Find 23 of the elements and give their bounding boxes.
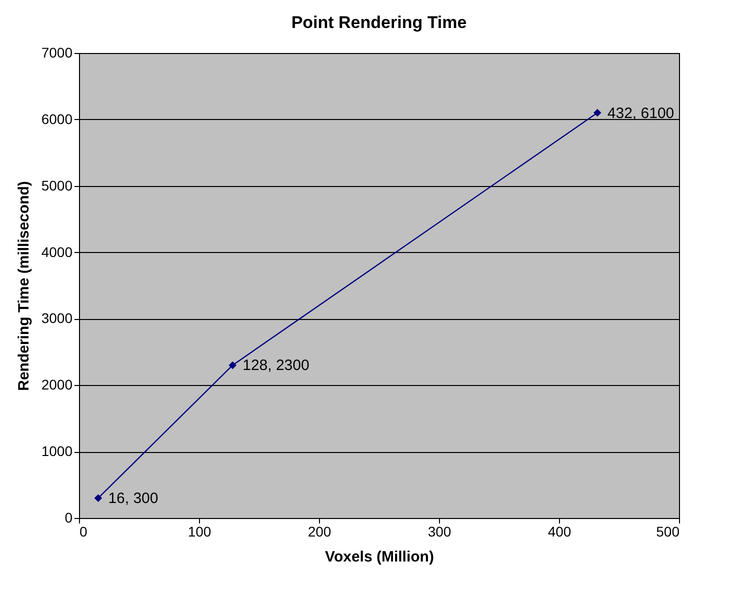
x-tick-label: 300: [428, 524, 452, 540]
y-tick-label: 7000: [41, 44, 73, 60]
point: [594, 108, 602, 117]
data-label: 128, 2300: [242, 357, 310, 374]
y-tick-label: 3000: [41, 310, 73, 326]
y-tick-label: 0: [64, 510, 73, 526]
x-axis-title: Voxels (Million): [325, 548, 434, 566]
y-tick-label: 4000: [41, 244, 73, 260]
x-tick-label: 100: [188, 524, 212, 540]
x-tick-label: 400: [548, 524, 572, 540]
x-tick-label: 200: [308, 524, 332, 540]
point: [228, 361, 236, 370]
data-label: 432, 6100: [607, 104, 674, 122]
chart-title: Point Rendering Time: [291, 13, 467, 32]
y-tick-label: 2000: [41, 376, 73, 393]
data-label: 16, 300: [108, 490, 158, 508]
y-tick-label: 6000: [41, 110, 73, 127]
point: [94, 494, 102, 502]
y-axis-title: Rendering Time (millisecond): [15, 181, 32, 391]
y-tick-label: 1000: [41, 443, 73, 460]
x-tick-label: 500: [656, 524, 680, 540]
y-tick-label: 5000: [41, 177, 73, 194]
x-tick-label: 0: [80, 524, 88, 540]
